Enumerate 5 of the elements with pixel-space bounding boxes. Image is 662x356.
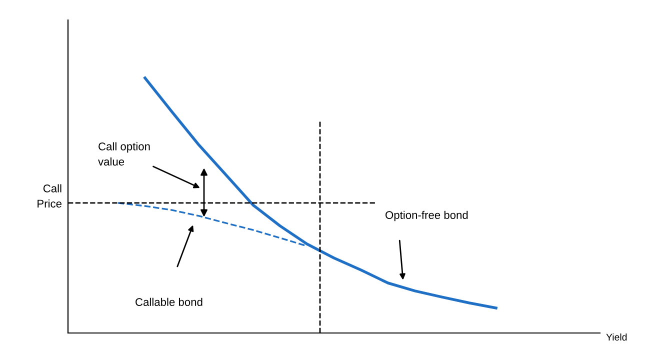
annotation: Option-free bond [386,210,468,222]
annotation: Call option value [98,142,150,166]
text: Yield [606,333,627,341]
annotation: Callable bond [136,298,202,306]
y-axis-title: Call Price [38,184,62,208]
